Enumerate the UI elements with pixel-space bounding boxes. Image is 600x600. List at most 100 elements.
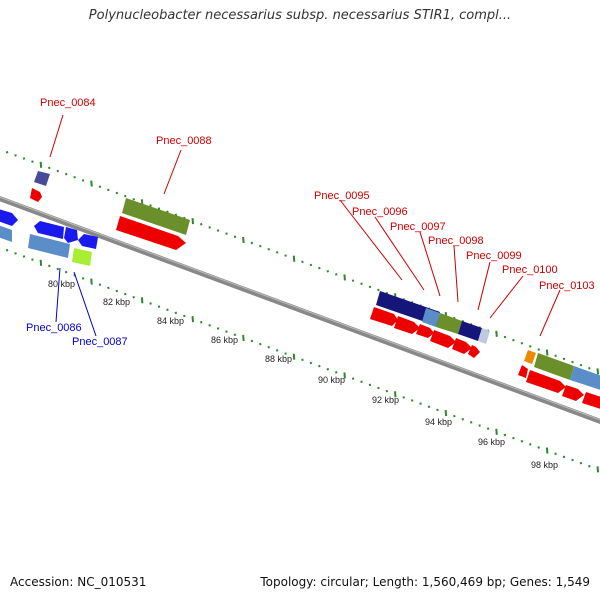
minor-tick bbox=[107, 286, 110, 290]
minor-tick bbox=[267, 346, 270, 349]
gene-label[interactable]: Pnec_0098 bbox=[428, 235, 484, 247]
minor-tick bbox=[351, 377, 355, 380]
gene-feature[interactable] bbox=[122, 198, 190, 235]
gene-feature[interactable] bbox=[468, 345, 480, 358]
major-tick bbox=[495, 330, 498, 337]
minor-tick bbox=[73, 176, 76, 179]
minor-tick bbox=[14, 252, 17, 255]
gene-label[interactable]: Pnec_0084 bbox=[40, 97, 96, 109]
major-tick bbox=[394, 391, 397, 398]
minor-tick bbox=[529, 345, 532, 348]
gene-feature[interactable] bbox=[452, 338, 472, 354]
minor-tick bbox=[571, 458, 574, 462]
minor-tick bbox=[225, 232, 228, 235]
major-tick bbox=[39, 259, 43, 266]
minor-tick bbox=[326, 367, 329, 371]
gene-feature[interactable] bbox=[64, 227, 78, 243]
minor-tick bbox=[225, 330, 228, 333]
minor-tick bbox=[486, 427, 490, 430]
minor-tick bbox=[208, 324, 211, 327]
minor-tick bbox=[124, 292, 127, 296]
minor-tick bbox=[512, 338, 515, 342]
minor-tick bbox=[436, 408, 439, 412]
minor-tick bbox=[529, 443, 532, 446]
minor-tick bbox=[588, 465, 591, 468]
minor-tick bbox=[157, 305, 161, 308]
gene-feature[interactable] bbox=[78, 234, 98, 249]
gene-feature[interactable] bbox=[430, 330, 456, 348]
gene-feature[interactable] bbox=[526, 370, 566, 393]
gene-feature[interactable] bbox=[458, 321, 482, 341]
gene-feature[interactable] bbox=[518, 365, 528, 378]
gene-feature[interactable] bbox=[524, 350, 536, 364]
gene-label[interactable]: Pnec_0095 bbox=[314, 190, 370, 202]
minor-tick bbox=[22, 157, 26, 160]
minor-tick bbox=[503, 335, 507, 339]
gene-feature[interactable] bbox=[72, 248, 92, 266]
minor-tick bbox=[554, 354, 557, 357]
minor-tick bbox=[199, 321, 203, 324]
minor-tick bbox=[309, 361, 313, 365]
gene-feature[interactable] bbox=[478, 328, 490, 344]
minor-tick bbox=[334, 273, 338, 276]
minor-tick bbox=[5, 151, 9, 154]
minor-tick bbox=[537, 446, 540, 449]
minor-tick bbox=[132, 295, 135, 299]
minor-tick bbox=[360, 282, 363, 285]
gene-label[interactable]: Pnec_0086 bbox=[26, 322, 82, 334]
gene-feature[interactable] bbox=[370, 307, 398, 326]
minor-tick bbox=[284, 254, 287, 257]
minor-tick bbox=[14, 154, 17, 157]
minor-tick bbox=[301, 260, 304, 264]
gene-feature[interactable] bbox=[416, 324, 434, 338]
gene-label[interactable]: Pnec_0100 bbox=[502, 264, 558, 276]
gene-label[interactable]: Pnec_0097 bbox=[390, 221, 446, 233]
major-tick bbox=[191, 316, 195, 323]
minor-tick bbox=[208, 226, 211, 229]
scale-label: 82 kbp bbox=[103, 297, 130, 307]
scale-label: 84 kbp bbox=[157, 316, 184, 326]
minor-tick bbox=[81, 277, 85, 280]
minor-tick bbox=[419, 402, 422, 405]
minor-tick bbox=[149, 302, 152, 305]
gene-feature[interactable] bbox=[116, 216, 186, 250]
major-tick bbox=[90, 278, 93, 285]
minor-tick bbox=[470, 421, 473, 424]
gene-feature[interactable] bbox=[34, 221, 64, 239]
major-tick bbox=[292, 353, 296, 360]
gene-feature[interactable] bbox=[422, 308, 440, 327]
gene-feature[interactable] bbox=[28, 234, 70, 258]
gene-feature[interactable] bbox=[0, 208, 18, 226]
feature-group-0103 bbox=[518, 350, 600, 412]
genome-backbone bbox=[0, 196, 600, 424]
gene-feature[interactable] bbox=[534, 353, 574, 380]
gene-feature[interactable] bbox=[436, 313, 462, 334]
gene-label[interactable]: Pnec_0087 bbox=[72, 336, 128, 348]
gene-label[interactable]: Pnec_0099 bbox=[466, 250, 522, 262]
gene-label[interactable]: Pnec_0088 bbox=[156, 135, 212, 147]
gene-feature[interactable] bbox=[582, 392, 600, 412]
minor-tick bbox=[385, 389, 389, 393]
scale-label: 94 kbp bbox=[425, 417, 452, 427]
minor-tick bbox=[275, 349, 279, 352]
gene-feature[interactable] bbox=[0, 224, 12, 242]
label-leader-lines bbox=[49, 114, 561, 337]
minor-tick bbox=[579, 363, 583, 367]
gene-feature[interactable] bbox=[30, 188, 42, 202]
minor-tick bbox=[579, 461, 583, 465]
minor-tick bbox=[259, 244, 262, 248]
scale-label: 80 kbp bbox=[48, 279, 75, 289]
tick-tracks bbox=[5, 151, 600, 473]
gene-label[interactable]: Pnec_0103 bbox=[539, 280, 595, 292]
minor-tick bbox=[132, 197, 135, 201]
gene-feature[interactable] bbox=[570, 366, 600, 393]
gene-label[interactable]: Pnec_0096 bbox=[352, 206, 408, 218]
minor-tick bbox=[48, 166, 51, 170]
gene-feature[interactable] bbox=[34, 171, 50, 186]
minor-tick bbox=[377, 386, 380, 390]
minor-tick bbox=[453, 414, 456, 418]
minor-tick bbox=[562, 357, 566, 361]
gene-feature[interactable] bbox=[394, 316, 420, 334]
gene-feature[interactable] bbox=[562, 385, 584, 401]
